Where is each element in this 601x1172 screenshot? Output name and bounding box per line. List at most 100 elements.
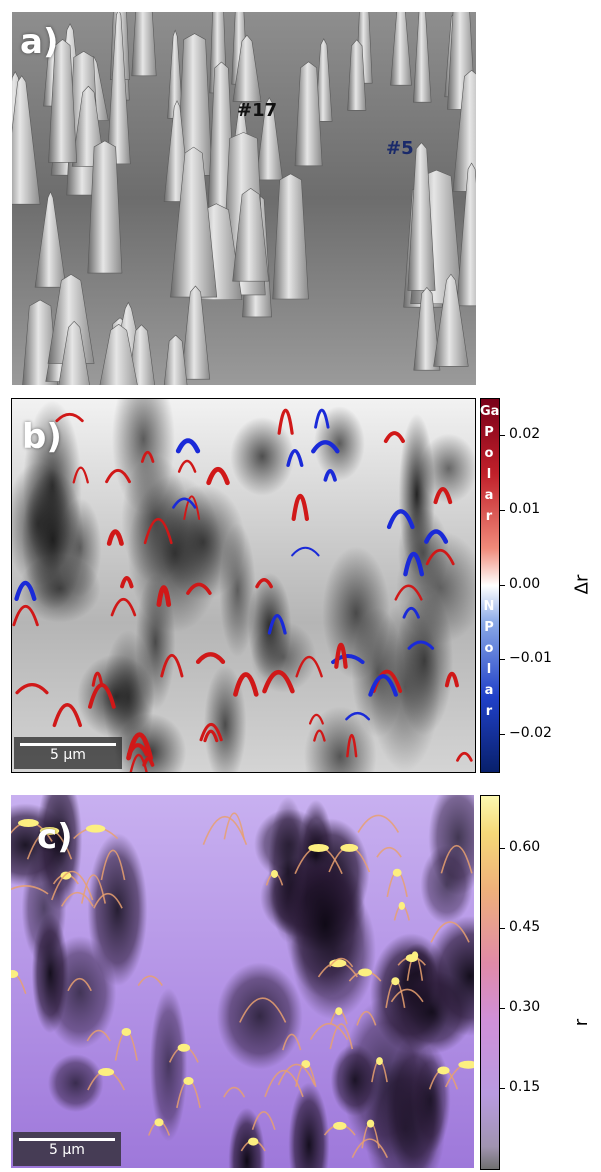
n-polar-mark [424,529,449,544]
bright-tip [340,843,359,852]
ga-polar-mark [120,576,134,589]
colorbar-b-tick [499,584,505,586]
ga-polar-mark [206,466,230,486]
bright-tip [376,1057,383,1066]
n-polar-mark [286,448,304,467]
ga-polar-mark [233,672,259,697]
bright-tip [270,869,278,878]
ga-polar-mark [346,733,358,758]
nanowire-pillar [272,173,309,300]
ga-polar-mark [177,459,197,473]
edge-arc [277,1063,316,1086]
ga-polar-mark [110,597,137,617]
ga-polar-mark [140,450,155,463]
colorbar-b-n-polar-text: r [485,704,493,719]
scalebar-text-b: 5 µm [50,747,86,763]
shadow-region [216,962,303,1070]
colorbar-b [480,398,500,773]
bright-tip [248,1137,259,1146]
shadow-region [149,988,188,1142]
colorbar-b-tick [499,509,505,511]
scalebar-line-c [19,1138,115,1141]
ga-polar-mark [444,671,459,688]
ga-polar-mark [394,584,423,601]
bright-tip [405,954,418,963]
ga-polar-mark [456,751,473,762]
nanowire-pillar [413,12,432,103]
panel-label-c: c) [37,817,73,857]
nanowire-pillar [452,69,476,192]
nanowire-pillar [163,334,188,385]
scalebar-line-b [20,743,116,746]
colorbar-b-tick-label: −0.01 [509,650,552,667]
bright-tip [11,970,19,979]
shadow-region [250,621,317,693]
nanowire-pillar [413,286,441,371]
bright-tip [366,1119,375,1128]
nanowire-pillar [347,39,367,111]
nanowire-pillar [106,12,131,165]
colorbar-b-tick-label: 0.01 [509,500,541,517]
colorbar-b-ga-polar-text: P [484,425,494,440]
ga-polar-mark [183,495,201,520]
ga-polar-mark [255,578,273,589]
ga-polar-mark [12,604,39,627]
nanowire-pillar [47,273,95,364]
edge-arc [86,1029,111,1042]
n-polar-mark [291,546,320,557]
ga-polar-mark [199,722,223,742]
edge-arc [390,988,424,1003]
nanowire-pillar [170,146,218,298]
nanowire-pillar [131,12,157,77]
edge-arc [80,874,106,904]
edge-arc [239,997,287,1023]
ga-polar-mark [203,729,219,743]
edge-arc [356,1010,377,1026]
n-polar-mark [403,551,425,577]
n-polar-mark [345,711,371,721]
nanowire-pillar [232,34,262,102]
edge-arc [93,892,123,909]
colorbar-title-b: Δr [571,574,593,595]
polarity-map [12,399,475,772]
colorbar-c-tick-label: 0.45 [509,919,541,936]
shadow-region [410,1045,451,1153]
edge-arc [11,885,49,895]
shadow-region [160,484,246,600]
ga-polar-mark [52,703,82,728]
ga-polar-mark [425,548,455,566]
colorbar-b-ga-polar-text: l [486,467,492,482]
ga-polar-mark [308,713,324,725]
ga-polar-mark [126,743,149,757]
shadow-region [341,998,430,1160]
bright-tip [391,977,400,986]
ga-polar-mark [295,655,323,678]
ga-polar-mark [334,642,348,669]
edge-arc [282,1033,302,1051]
nanowire-pillar [127,324,155,385]
shadow-region [19,554,101,623]
ga-polar-mark [195,652,226,665]
colorbar-c-tick [499,1088,505,1090]
nanowire-pillar [255,97,283,181]
edge-arc [357,814,400,833]
reflectance-map-panel-c: c) 5 µm [11,795,474,1168]
edge-arc [100,849,126,881]
shadow-region [36,795,83,911]
bright-tip [301,1060,311,1069]
pillar-label-17: #17 [237,100,278,121]
shadow-region [12,461,72,586]
shadow-region [31,913,69,1034]
ga-polar-mark [106,529,124,546]
ga-polar-mark [186,582,212,595]
edge-arc [264,1069,304,1098]
bright-tip [437,1066,450,1075]
edge-arc [60,891,94,907]
nanowire-pillar [232,188,270,282]
ga-polar-mark [156,585,172,607]
bright-tip [398,901,406,910]
shadow-region [77,654,155,739]
nanowire-pillar [407,142,436,291]
colorbar-c-tick [499,928,505,930]
n-polar-mark [386,509,415,530]
